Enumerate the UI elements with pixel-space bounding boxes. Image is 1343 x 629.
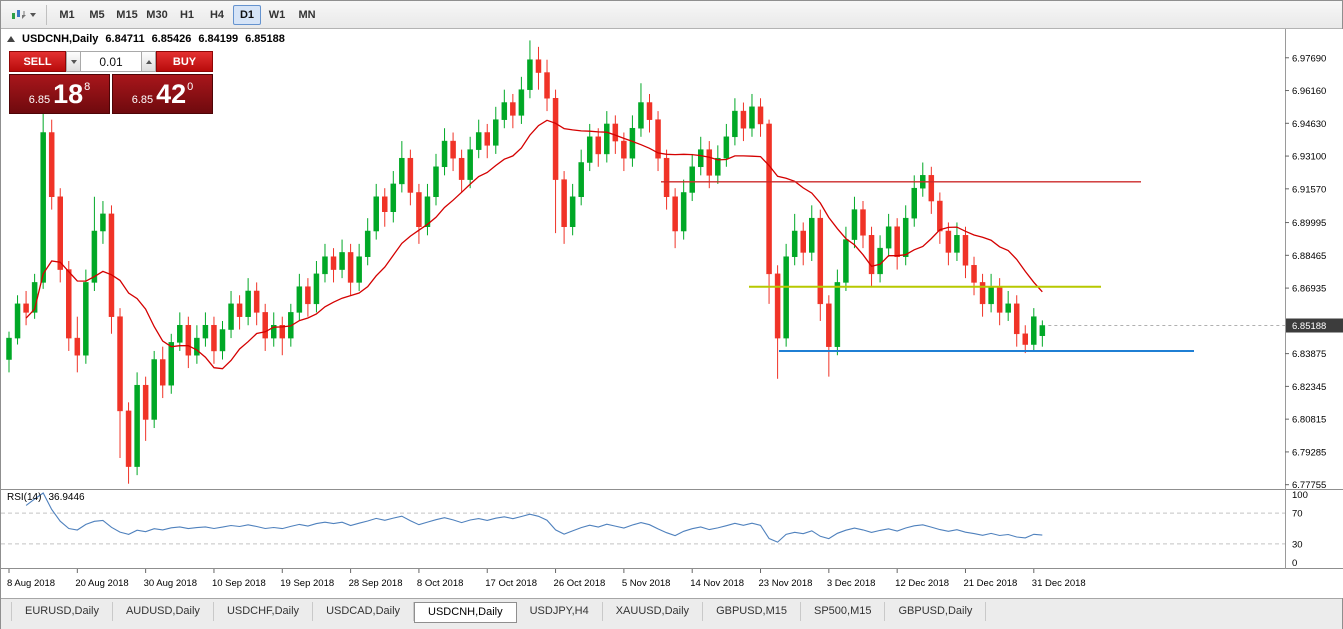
ohlc-open: 6.84711: [105, 33, 145, 45]
buy-price-small: 6.85: [131, 94, 154, 106]
price-axis-label: 6.97690: [1292, 53, 1326, 64]
rsi-pane: [1, 492, 1285, 545]
date-axis-label: 10 Sep 2018: [212, 578, 266, 589]
chart-tab-USDCAD-Daily[interactable]: USDCAD,Daily: [313, 602, 415, 621]
chart-tab-GBPUSD-M15[interactable]: GBPUSD,M15: [703, 602, 801, 621]
chart-tab-bar: EURUSD,Daily AUDUSD,Daily USDCHF,Daily USDC…: [1, 598, 1342, 629]
chart-tab-USDCNH-Daily[interactable]: USDCNH,Daily: [414, 602, 517, 623]
price-axis-label: 6.82345: [1292, 382, 1326, 393]
price-axis-label: 6.83875: [1292, 349, 1326, 360]
date-axis-label: 5 Nov 2018: [622, 578, 671, 589]
price-axis-label: 6.94630: [1292, 119, 1326, 130]
date-axis-label: 20 Aug 2018: [75, 578, 128, 589]
rsi-axis-label: 0: [1292, 558, 1297, 569]
toolbar-separator: [46, 4, 47, 25]
rsi-axis[interactable]: 100 70 30 0: [1292, 490, 1308, 569]
price-axis-label: 6.86935: [1292, 284, 1326, 295]
chart-symbol-title: USDCNH,Daily: [22, 33, 99, 45]
price-axis[interactable]: 6.97690 6.96160 6.94630 6.93100 6.91570 6.899…: [1285, 53, 1326, 491]
rsi-value: 36.9446: [48, 492, 85, 503]
timeframe-button-D1[interactable]: D1: [233, 4, 261, 25]
rsi-name: RSI(14): [7, 492, 42, 503]
volume-decrease-button[interactable]: [66, 51, 81, 72]
date-axis-label: 21 Dec 2018: [963, 578, 1017, 589]
rsi-indicator-label: RSI(14) 36.9446: [7, 492, 85, 503]
rsi-axis-label: 30: [1292, 539, 1303, 550]
ohlc-low: 6.84199: [198, 33, 239, 45]
current-price-badge: 6.85188: [1286, 318, 1343, 333]
price-axis-label: 6.91570: [1292, 184, 1326, 195]
date-axis-label: 12 Dec 2018: [895, 578, 949, 589]
caret-down-icon: [70, 59, 77, 64]
timeframe-toolbar: M1 M5 M15 M30 H1 H4 D1 W1 MN: [1, 1, 1342, 29]
candlestick-series: [6, 40, 1046, 484]
sell-button[interactable]: SELL: [9, 51, 66, 72]
buy-price-big: 42: [156, 78, 187, 109]
chart-tab-AUDUSD-Daily[interactable]: AUDUSD,Daily: [113, 602, 214, 621]
price-axis-label: 6.77755: [1292, 480, 1326, 491]
buy-price-panel[interactable]: 6.85 42 0: [112, 74, 213, 114]
chart-title-row: USDCNH,Daily 6.84711 6.85426 6.84199 6.8…: [7, 33, 285, 45]
sell-price-sup: 8: [84, 81, 91, 93]
timeframe-button-MN[interactable]: MN: [298, 8, 316, 21]
buy-button[interactable]: BUY: [156, 51, 213, 72]
price-axis-label: 6.96160: [1292, 86, 1326, 97]
sell-price-small: 6.85: [28, 94, 51, 106]
timeframe-button-H4[interactable]: H4: [209, 8, 225, 21]
price-axis-label: 6.80815: [1292, 415, 1326, 426]
date-axis[interactable]: 8 Aug 2018 20 Aug 2018 30 Aug 2018 10 Sep 2…: [7, 569, 1086, 589]
chart-tab-USDCHF-Daily[interactable]: USDCHF,Daily: [214, 602, 314, 621]
ohlc-close: 6.85188: [245, 33, 285, 45]
date-axis-label: 30 Aug 2018: [144, 578, 197, 589]
chart-tab-GBPUSD-Daily[interactable]: GBPUSD,Daily: [885, 602, 987, 621]
date-axis-label: 31 Dec 2018: [1032, 578, 1086, 589]
volume-increase-button[interactable]: [141, 51, 156, 72]
moving-average-line: [25, 119, 1043, 370]
caret-up-icon: [145, 59, 152, 64]
date-axis-label: 28 Sep 2018: [349, 578, 403, 589]
date-axis-label: 23 Nov 2018: [759, 578, 813, 589]
timeframe-button-H1[interactable]: H1: [179, 8, 195, 21]
date-axis-label: 26 Oct 2018: [554, 578, 606, 589]
chart-tab-XAUUSD-Daily[interactable]: XAUUSD,Daily: [603, 602, 704, 621]
rsi-line: [25, 492, 1043, 543]
buy-price-sup: 0: [187, 81, 194, 93]
price-axis-label: 6.89995: [1292, 218, 1326, 229]
ohlc-high: 6.85426: [151, 33, 192, 45]
chart-canvas[interactable]: 6.97690 6.96160 6.94630 6.93100 6.91570 6.899…: [1, 29, 1343, 598]
timeframe-button-M1[interactable]: M1: [59, 8, 75, 21]
timeframe-button-W1[interactable]: W1: [268, 8, 286, 21]
timeframe-button-M5[interactable]: M5: [89, 8, 105, 21]
sell-price-big: 18: [53, 78, 84, 109]
date-axis-label: 3 Dec 2018: [827, 578, 876, 589]
sell-price-panel[interactable]: 6.85 18 8: [9, 74, 110, 114]
date-axis-label: 8 Oct 2018: [417, 578, 463, 589]
chart-marker-icon: [7, 36, 15, 42]
rsi-axis-label: 100: [1292, 490, 1308, 501]
price-axis-label: 6.93100: [1292, 152, 1326, 163]
chart-mode-caret-icon: [30, 12, 36, 17]
current-price-label: 6.85188: [1292, 321, 1326, 332]
chart-tab-SP500-M15[interactable]: SP500,M15: [801, 602, 886, 621]
chart-mode-icon[interactable]: [6, 4, 41, 26]
chart-mode-glyph: [12, 9, 26, 19]
timeframe-button-M15[interactable]: M15: [116, 8, 138, 21]
timeframe-button-M30[interactable]: M30: [146, 8, 168, 21]
price-axis-label: 6.88465: [1292, 251, 1326, 262]
date-axis-label: 17 Oct 2018: [485, 578, 537, 589]
one-click-trading-widget: SELL BUY 6.85 18 8 6.85 42: [9, 51, 213, 114]
chart-tab-EURUSD-Daily[interactable]: EURUSD,Daily: [11, 602, 113, 621]
date-axis-label: 14 Nov 2018: [690, 578, 744, 589]
price-axis-label: 6.79285: [1292, 447, 1326, 458]
rsi-axis-label: 70: [1292, 509, 1303, 520]
volume-input[interactable]: [81, 51, 141, 72]
chart-tab-USDJPY-H4[interactable]: USDJPY,H4: [517, 602, 603, 621]
date-axis-label: 8 Aug 2018: [7, 578, 55, 589]
timeframe-buttons: M1 M5 M15 M30 H1 H4 D1 W1 MN: [52, 4, 322, 25]
chart-window: 6.97690 6.96160 6.94630 6.93100 6.91570 6.899…: [1, 29, 1343, 598]
date-axis-label: 19 Sep 2018: [280, 578, 334, 589]
